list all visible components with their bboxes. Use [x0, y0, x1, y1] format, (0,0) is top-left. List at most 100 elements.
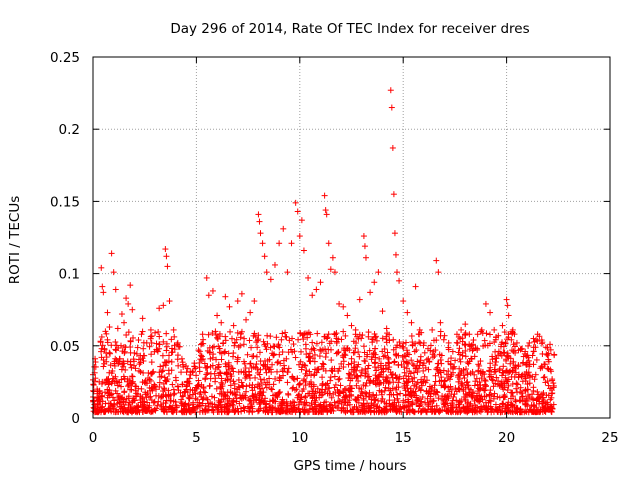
data-point — [296, 233, 303, 240]
data-point — [487, 309, 494, 316]
data-point — [348, 322, 355, 329]
data-point — [458, 326, 465, 333]
data-point — [135, 337, 142, 344]
data-point — [486, 340, 493, 347]
data-point — [466, 331, 473, 338]
data-point — [391, 358, 398, 365]
data-point — [317, 401, 324, 408]
data-point — [480, 402, 487, 409]
data-point — [128, 380, 135, 387]
data-point — [378, 360, 385, 367]
data-point — [499, 372, 506, 379]
data-point — [240, 394, 247, 401]
data-point — [139, 394, 146, 401]
data-point — [307, 358, 314, 365]
data-point — [262, 395, 269, 402]
data-point — [532, 371, 539, 378]
data-point — [530, 335, 537, 342]
data-point — [251, 298, 258, 305]
data-point — [511, 331, 518, 338]
data-point — [124, 378, 131, 385]
data-point — [509, 389, 516, 396]
data-point — [420, 360, 427, 367]
data-point — [136, 367, 143, 374]
data-point — [112, 338, 119, 345]
data-point — [212, 331, 219, 338]
data-point — [393, 375, 400, 382]
data-point — [350, 338, 357, 345]
data-point — [390, 346, 397, 353]
data-point — [126, 377, 133, 384]
data-point — [477, 358, 484, 365]
data-point — [98, 393, 105, 400]
data-point — [331, 373, 338, 380]
data-point — [99, 342, 106, 349]
data-point — [341, 408, 348, 415]
data-point — [171, 390, 178, 397]
data-point — [478, 326, 485, 333]
data-point — [503, 405, 510, 412]
data-point — [543, 351, 550, 358]
data-point — [231, 339, 238, 346]
data-point — [243, 316, 250, 323]
data-point — [539, 364, 546, 371]
data-point — [362, 254, 369, 261]
data-point — [362, 389, 369, 396]
data-point — [289, 349, 296, 356]
data-point — [231, 342, 238, 349]
data-point — [353, 397, 360, 404]
data-point — [95, 394, 102, 401]
data-point — [326, 340, 333, 347]
data-point — [118, 395, 125, 402]
data-point — [327, 377, 334, 384]
data-point — [379, 308, 386, 315]
data-point — [438, 377, 445, 384]
data-point — [98, 264, 105, 271]
data-point — [180, 364, 187, 371]
data-point — [331, 269, 338, 276]
data-point — [147, 377, 154, 384]
data-point — [487, 398, 494, 405]
data-point — [504, 302, 511, 309]
data-point — [218, 396, 225, 403]
data-point — [460, 388, 467, 395]
data-point — [515, 374, 522, 381]
data-point — [502, 340, 509, 347]
data-point — [179, 393, 186, 400]
data-point — [388, 104, 395, 111]
data-point — [127, 282, 134, 289]
data-point — [487, 360, 494, 367]
data-point — [456, 375, 463, 382]
data-point — [348, 355, 355, 362]
data-point — [224, 408, 231, 415]
data-point — [127, 386, 134, 393]
data-point — [189, 387, 196, 394]
data-point — [283, 398, 290, 405]
data-point — [127, 361, 134, 368]
data-point — [342, 398, 349, 405]
data-point — [498, 352, 505, 359]
data-point — [505, 382, 512, 389]
data-point — [199, 331, 206, 338]
data-point — [306, 390, 313, 397]
data-point — [106, 405, 113, 412]
data-point — [422, 399, 429, 406]
data-point — [482, 342, 489, 349]
data-point — [250, 363, 257, 370]
data-point — [311, 401, 318, 408]
data-point — [341, 351, 348, 358]
data-point — [182, 388, 189, 395]
data-point — [392, 372, 399, 379]
data-point — [459, 349, 466, 356]
data-point — [253, 339, 260, 346]
data-point — [526, 380, 533, 387]
data-point — [445, 405, 452, 412]
data-point — [518, 373, 525, 380]
data-point — [209, 362, 216, 369]
data-point — [317, 279, 324, 286]
data-point — [505, 399, 512, 406]
data-point — [156, 341, 163, 348]
data-point — [263, 346, 270, 353]
data-point — [145, 394, 152, 401]
data-point — [445, 368, 452, 375]
